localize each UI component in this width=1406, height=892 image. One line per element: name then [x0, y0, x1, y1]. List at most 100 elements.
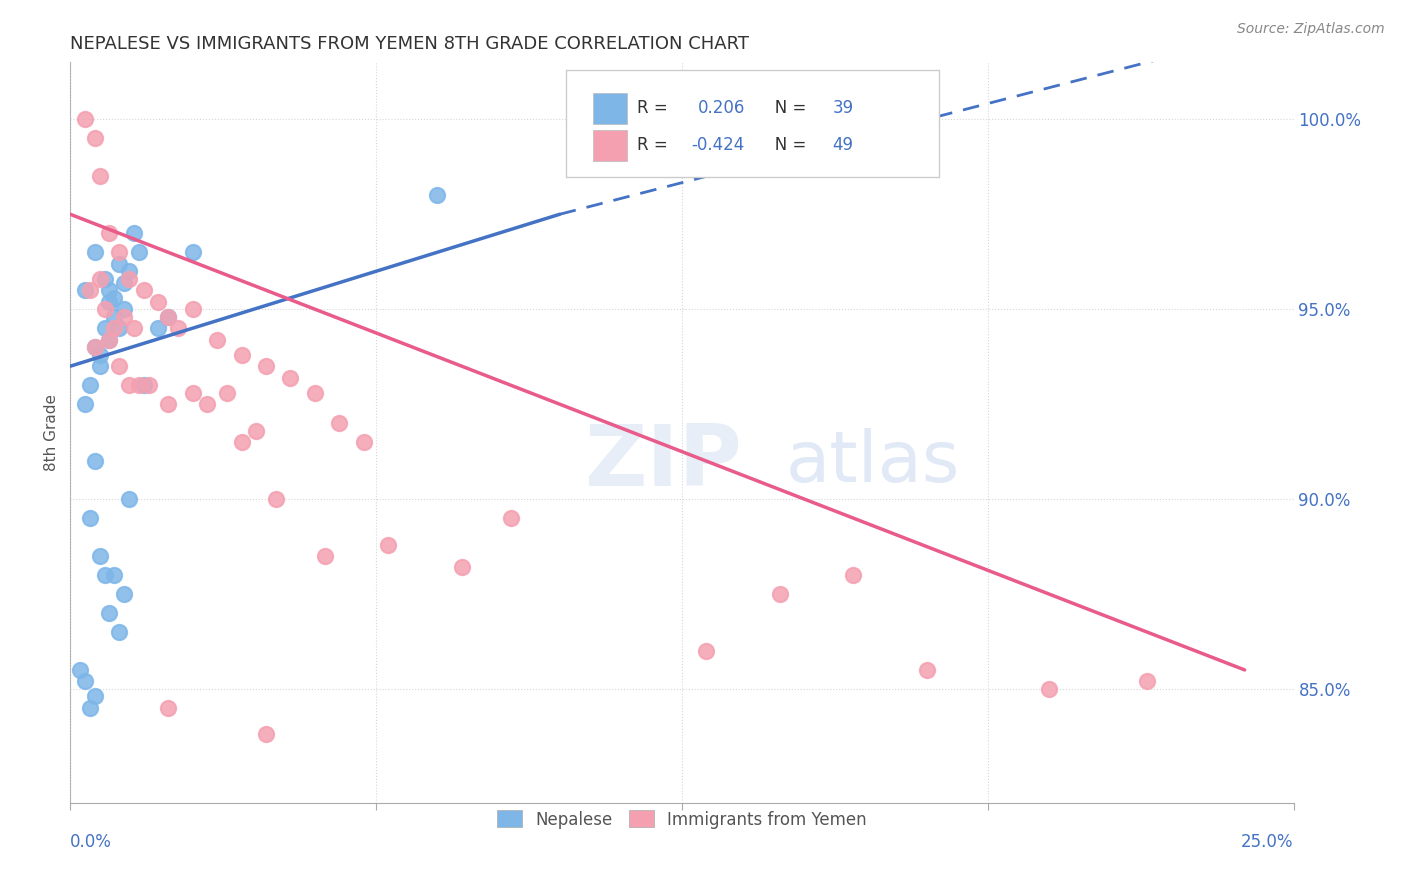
Point	[450, 560, 472, 574]
Point	[89, 549, 111, 563]
Point	[83, 340, 105, 354]
Point	[353, 435, 375, 450]
Point	[112, 302, 135, 317]
Y-axis label: 8th Grade: 8th Grade	[44, 394, 59, 471]
Point	[1038, 681, 1060, 696]
Point	[69, 663, 91, 677]
Point	[195, 397, 218, 411]
Text: R =: R =	[637, 136, 672, 154]
Point	[148, 321, 170, 335]
Point	[205, 333, 228, 347]
Point	[181, 385, 204, 400]
Point	[842, 568, 865, 582]
Point	[264, 491, 287, 506]
Point	[157, 701, 180, 715]
Text: ZIP: ZIP	[583, 421, 742, 504]
Point	[157, 310, 180, 324]
Text: N =: N =	[759, 99, 811, 118]
Point	[108, 257, 131, 271]
Point	[73, 674, 96, 689]
Point	[98, 333, 121, 347]
FancyBboxPatch shape	[592, 130, 627, 161]
Point	[328, 416, 350, 430]
Point	[915, 663, 938, 677]
Point	[181, 245, 204, 260]
Point	[108, 321, 131, 335]
Point	[79, 378, 101, 392]
FancyBboxPatch shape	[565, 70, 939, 178]
Point	[79, 701, 101, 715]
Point	[73, 283, 96, 297]
Point	[93, 321, 115, 335]
Point	[98, 227, 121, 241]
Point	[89, 348, 111, 362]
Point	[280, 370, 302, 384]
Point	[108, 624, 131, 639]
Point	[304, 385, 326, 400]
Text: Source: ZipAtlas.com: Source: ZipAtlas.com	[1237, 22, 1385, 37]
Point	[254, 359, 277, 374]
Point	[108, 359, 131, 374]
Point	[128, 245, 150, 260]
Point	[83, 340, 105, 354]
Point	[93, 302, 115, 317]
Point	[181, 302, 204, 317]
Point	[103, 568, 125, 582]
Point	[499, 511, 522, 525]
Text: -0.424: -0.424	[692, 136, 745, 154]
Point	[93, 272, 115, 286]
Point	[254, 727, 277, 741]
Point	[231, 435, 253, 450]
Point	[83, 245, 105, 260]
Point	[98, 294, 121, 309]
FancyBboxPatch shape	[592, 93, 627, 124]
Point	[695, 644, 717, 658]
Point	[103, 291, 125, 305]
Point	[89, 169, 111, 184]
Point	[112, 310, 135, 324]
Point	[93, 568, 115, 582]
Point	[108, 245, 131, 260]
Point	[98, 283, 121, 297]
Point	[167, 321, 190, 335]
Point	[215, 385, 238, 400]
Text: 0.206: 0.206	[697, 99, 745, 118]
Point	[245, 424, 267, 438]
Point	[112, 587, 135, 601]
Point	[1136, 674, 1159, 689]
Text: N =: N =	[759, 136, 811, 154]
Point	[83, 454, 105, 468]
Text: NEPALESE VS IMMIGRANTS FROM YEMEN 8TH GRADE CORRELATION CHART: NEPALESE VS IMMIGRANTS FROM YEMEN 8TH GR…	[70, 35, 749, 53]
Point	[122, 227, 145, 241]
Point	[132, 283, 155, 297]
Point	[103, 321, 125, 335]
Point	[118, 378, 141, 392]
Point	[83, 690, 105, 704]
Point	[769, 587, 792, 601]
Point	[73, 112, 96, 127]
Point	[73, 397, 96, 411]
Point	[103, 310, 125, 324]
Point	[377, 538, 399, 552]
Text: R =: R =	[637, 99, 678, 118]
Text: 49: 49	[832, 136, 853, 154]
Point	[157, 397, 180, 411]
Point	[128, 378, 150, 392]
Point	[118, 491, 141, 506]
Point	[79, 283, 101, 297]
Text: 39: 39	[832, 99, 853, 118]
Point	[122, 321, 145, 335]
Point	[314, 549, 336, 563]
Point	[98, 606, 121, 620]
Point	[89, 359, 111, 374]
Point	[89, 272, 111, 286]
Point	[132, 378, 155, 392]
Point	[118, 272, 141, 286]
Point	[83, 131, 105, 145]
Point	[426, 188, 449, 202]
Text: 25.0%: 25.0%	[1241, 833, 1294, 851]
Point	[148, 294, 170, 309]
Point	[157, 310, 180, 324]
Point	[138, 378, 160, 392]
Text: atlas: atlas	[786, 428, 960, 497]
